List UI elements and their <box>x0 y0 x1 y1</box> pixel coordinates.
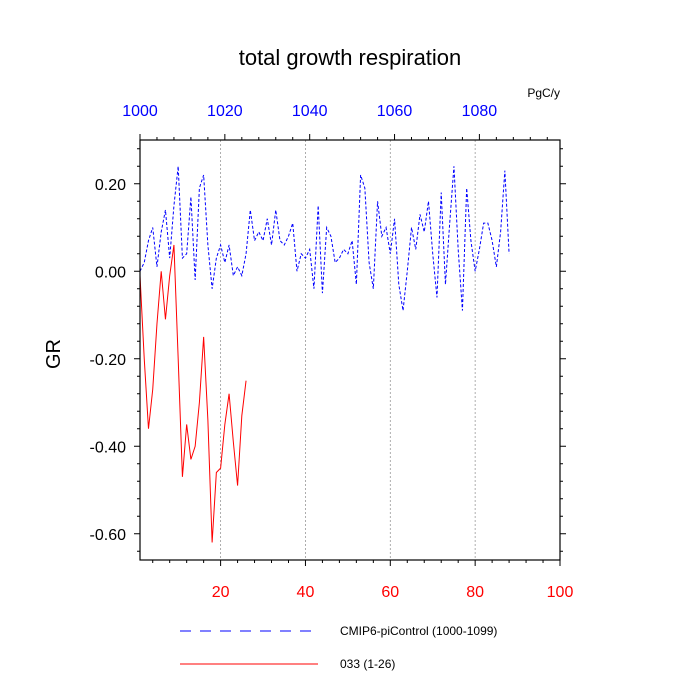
legend-label: 033 (1-26) <box>340 657 395 671</box>
x-tick-label: 80 <box>466 584 484 601</box>
top-tick-label: 1080 <box>462 103 498 120</box>
series-line-control <box>139 166 510 311</box>
y-tick-label: 0.20 <box>95 177 126 194</box>
y-axis-label: GR <box>43 339 65 369</box>
chart-title: total growth respiration <box>239 45 462 70</box>
plot-frame <box>139 139 561 561</box>
y-tick-label: -0.20 <box>90 352 127 369</box>
y-tick-label: -0.40 <box>90 439 127 456</box>
series-line-033 <box>139 244 247 543</box>
y-tick-label: 0.00 <box>95 264 126 281</box>
plot-lines <box>139 166 510 543</box>
x-tick-label: 60 <box>381 584 399 601</box>
gridlines <box>220 140 476 560</box>
top-tick-label: 1020 <box>207 103 243 120</box>
x-tick-label: 100 <box>547 584 574 601</box>
top-tick-label: 1040 <box>292 103 328 120</box>
top-tick-label: 1000 <box>122 103 158 120</box>
y-tick-label: -0.60 <box>90 527 127 544</box>
top-tick-label: 1060 <box>377 103 413 120</box>
x-tick-label: 20 <box>212 584 230 601</box>
units-label: PgC/y <box>527 86 560 100</box>
x-tick-label: 40 <box>297 584 315 601</box>
legend: CMIP6-piControl (1000-1099) 033 (1-26) <box>180 624 497 671</box>
legend-label: CMIP6-piControl (1000-1099) <box>340 624 497 638</box>
axes: 0.20 0.00 -0.20 -0.40 -0.60 20 40 60 80 100 1000 10… <box>90 103 574 601</box>
